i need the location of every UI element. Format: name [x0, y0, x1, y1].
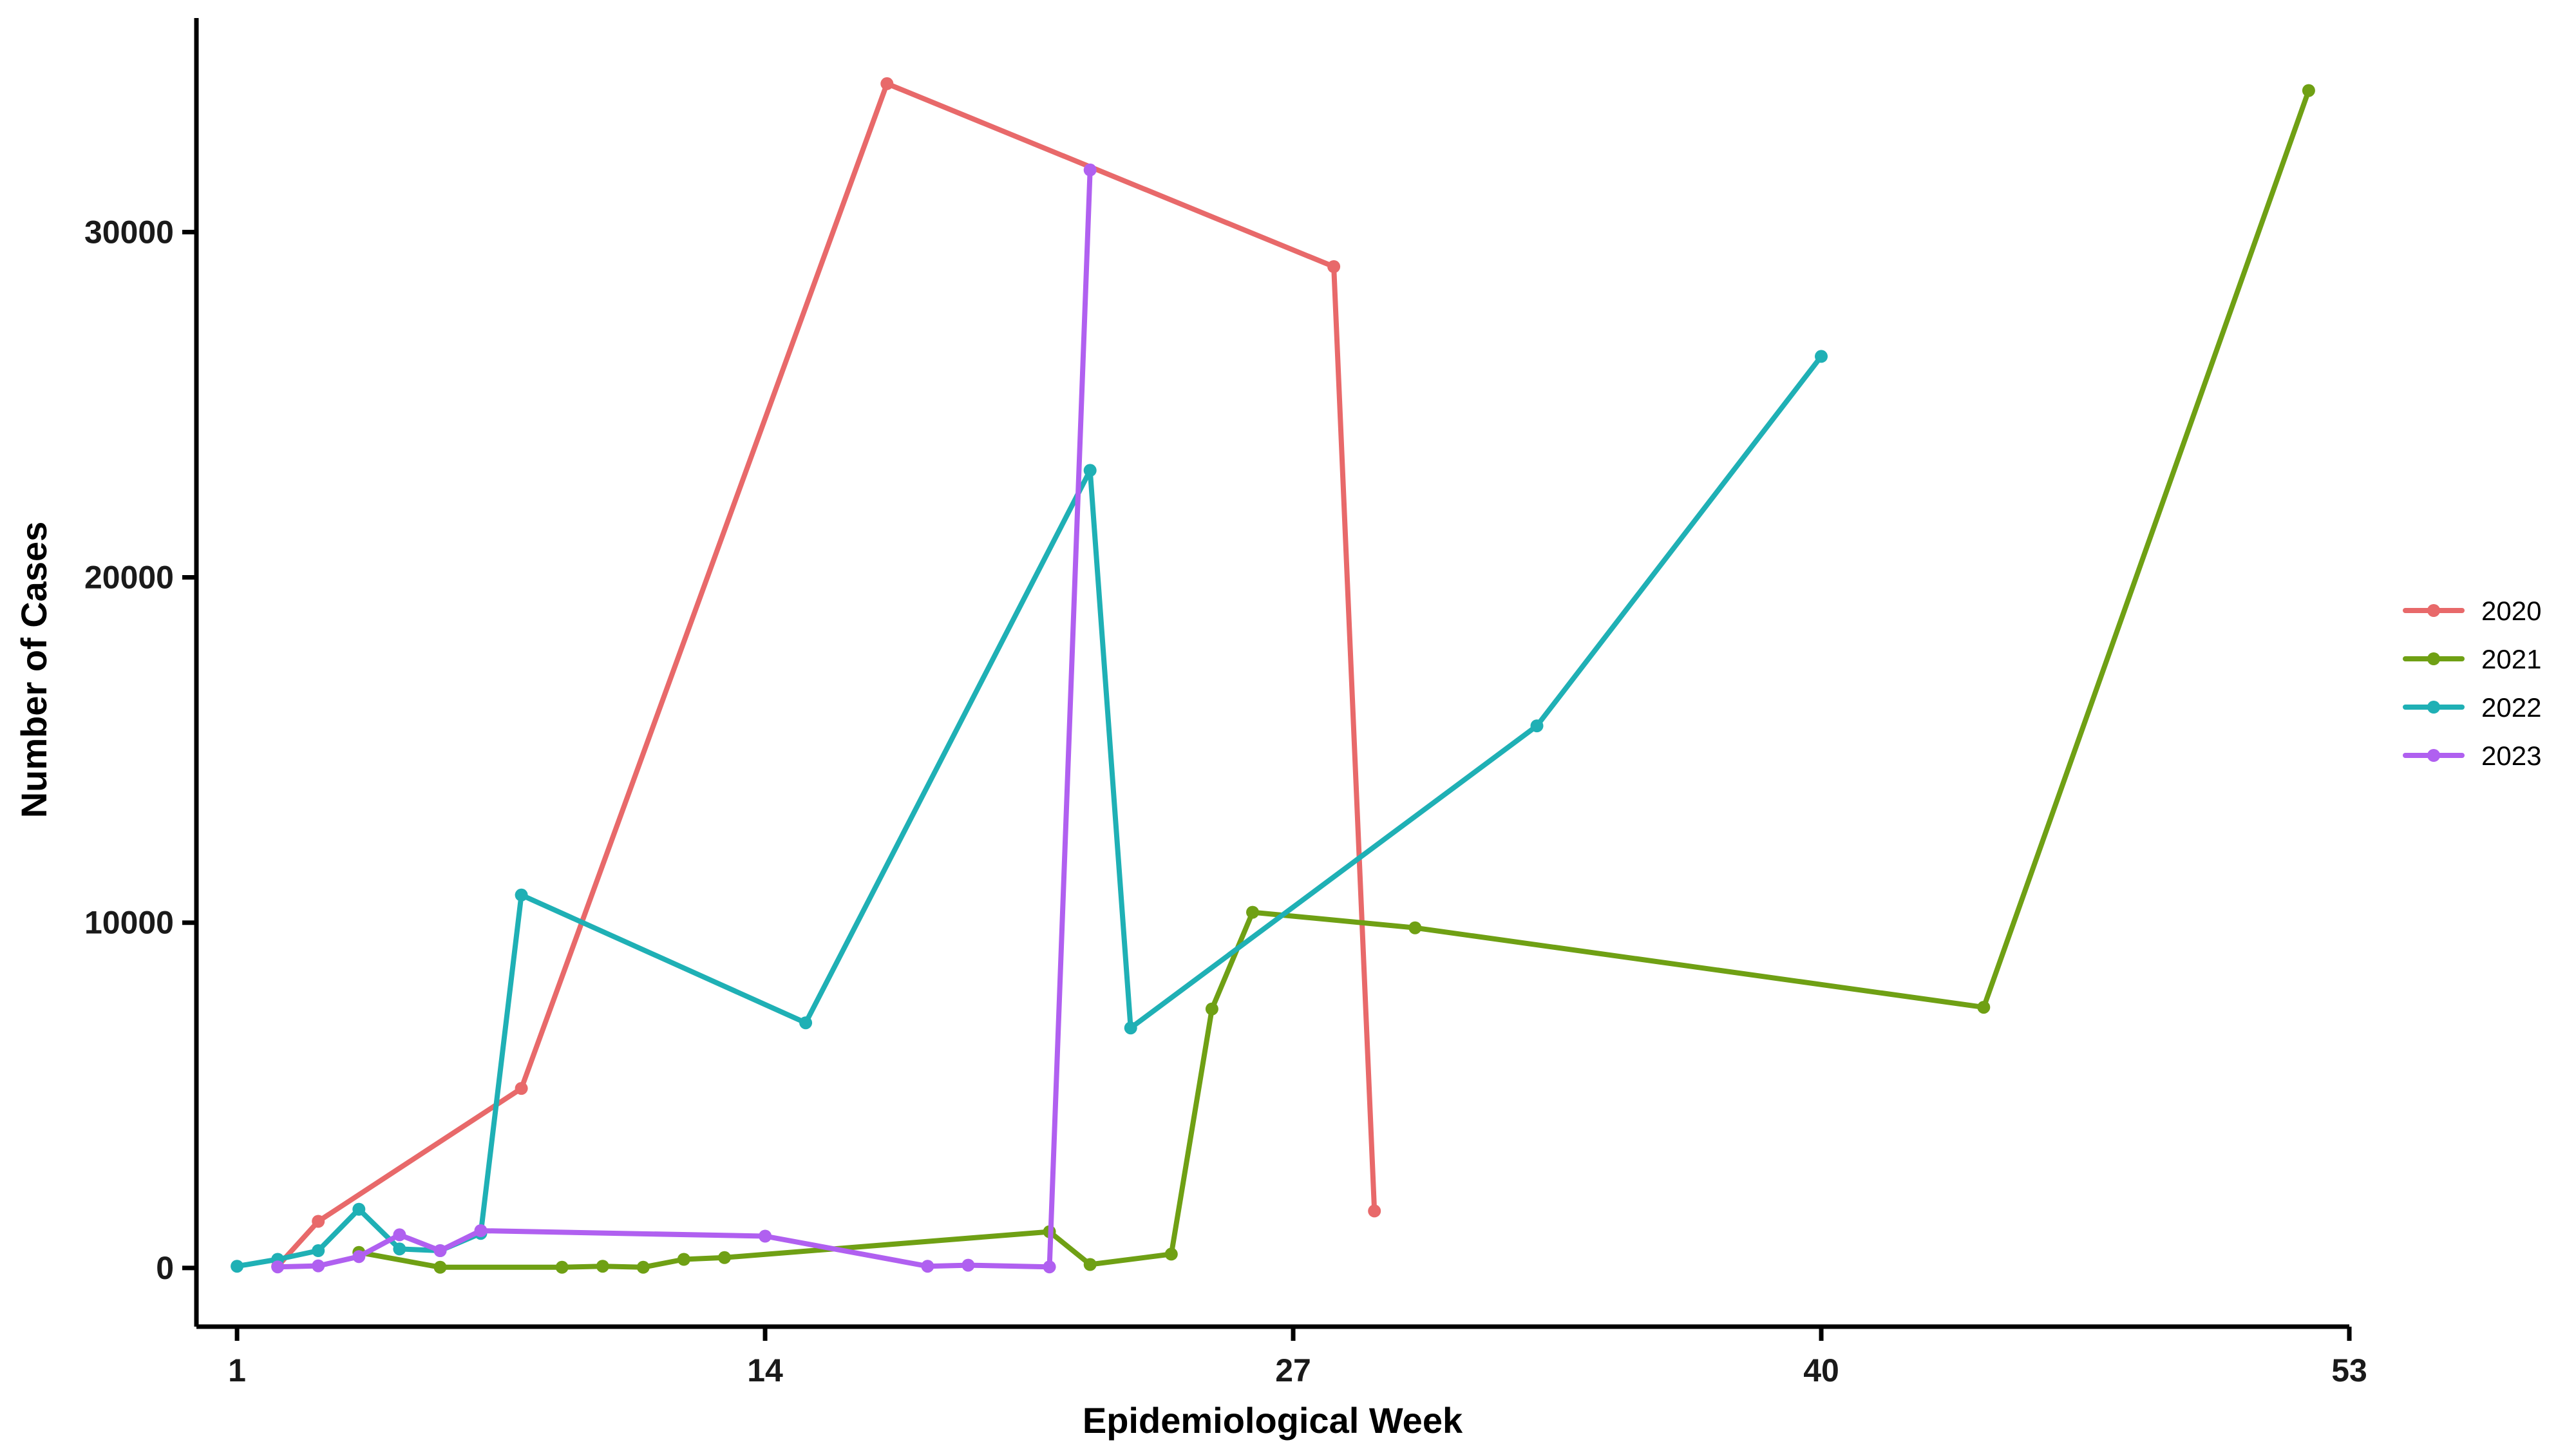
- data-point-2021: [1164, 1247, 1178, 1261]
- data-point-2021: [718, 1251, 731, 1264]
- series-line-2020: [275, 80, 1378, 1269]
- y-tick-label: 0: [156, 1250, 174, 1286]
- legend-swatch-point: [2427, 652, 2440, 665]
- data-point-2020: [312, 1215, 325, 1228]
- data-point-2022: [312, 1244, 325, 1257]
- x-tick-label: 53: [2331, 1352, 2367, 1388]
- y-tick-label: 20000: [84, 560, 174, 596]
- data-point-2022: [352, 1202, 366, 1216]
- data-point-2021: [1205, 1002, 1218, 1016]
- data-point-2023: [352, 1250, 366, 1264]
- series-layer: [231, 77, 2315, 1274]
- y-tick-label: 30000: [84, 214, 174, 250]
- legend-item-2021: 2021: [2403, 644, 2541, 674]
- data-point-2022: [231, 1260, 244, 1273]
- series-2020: [271, 77, 1381, 1273]
- data-point-2022: [393, 1242, 406, 1256]
- data-point-2022: [1530, 719, 1544, 733]
- legend-item-2022: 2022: [2403, 692, 2541, 723]
- x-tick-label: 1: [228, 1352, 246, 1388]
- data-point-2021: [2302, 84, 2315, 97]
- data-point-2023: [474, 1224, 488, 1237]
- data-point-2023: [433, 1244, 447, 1257]
- data-point-2023: [759, 1229, 772, 1243]
- legend-label: 2020: [2481, 596, 2541, 626]
- data-point-2022: [1083, 464, 1097, 477]
- data-point-2023: [271, 1260, 285, 1274]
- data-point-2023: [961, 1258, 975, 1272]
- data-point-2021: [1083, 1258, 1097, 1271]
- data-point-2021: [1408, 921, 1422, 934]
- legend: 2020 2021 2022 2023: [2403, 596, 2541, 771]
- legend-item-2020: 2020: [2403, 596, 2541, 626]
- data-point-2022: [515, 888, 528, 902]
- data-point-2021: [596, 1260, 609, 1273]
- series-2022: [231, 350, 1828, 1273]
- x-axis-title: Epidemiological Week: [1083, 1400, 1463, 1441]
- x-tick-label: 14: [747, 1352, 783, 1388]
- data-point-2021: [636, 1260, 650, 1274]
- y-axis-title: Number of Cases: [14, 522, 54, 819]
- data-point-2021: [677, 1253, 690, 1266]
- data-point-2023: [1043, 1260, 1056, 1274]
- data-point-2021: [433, 1260, 447, 1274]
- legend-swatch-point: [2427, 701, 2440, 714]
- data-point-2021: [555, 1260, 569, 1274]
- data-point-2023: [312, 1259, 325, 1273]
- x-tick-label: 40: [1803, 1352, 1839, 1388]
- x-ticks: 1 14 27 40 53: [228, 1327, 2367, 1388]
- legend-swatch-point: [2427, 604, 2440, 617]
- data-point-2021: [1977, 1001, 1991, 1014]
- series-line-2022: [234, 354, 1824, 1269]
- x-tick-label: 27: [1275, 1352, 1311, 1388]
- legend-item-2023: 2023: [2403, 741, 2541, 771]
- y-tick-label: 10000: [84, 905, 174, 941]
- data-point-2023: [393, 1228, 406, 1242]
- legend-label: 2021: [2481, 644, 2541, 674]
- series-line-2023: [275, 167, 1093, 1270]
- data-point-2023: [1083, 163, 1097, 176]
- data-point-2020: [515, 1082, 528, 1095]
- data-point-2020: [1368, 1204, 1381, 1218]
- data-point-2020: [1327, 260, 1341, 273]
- axes: [194, 18, 2349, 1329]
- legend-label: 2023: [2481, 741, 2541, 771]
- data-point-2022: [1815, 350, 1828, 363]
- data-point-2022: [799, 1016, 813, 1030]
- legend-label: 2022: [2481, 692, 2541, 723]
- data-point-2020: [880, 77, 894, 90]
- y-ticks: 0 10000 20000 30000: [84, 214, 196, 1286]
- data-point-2022: [1124, 1021, 1137, 1035]
- series-2023: [271, 163, 1097, 1274]
- data-point-2021: [1246, 905, 1259, 919]
- legend-swatch-point: [2427, 749, 2440, 762]
- data-point-2023: [921, 1260, 934, 1273]
